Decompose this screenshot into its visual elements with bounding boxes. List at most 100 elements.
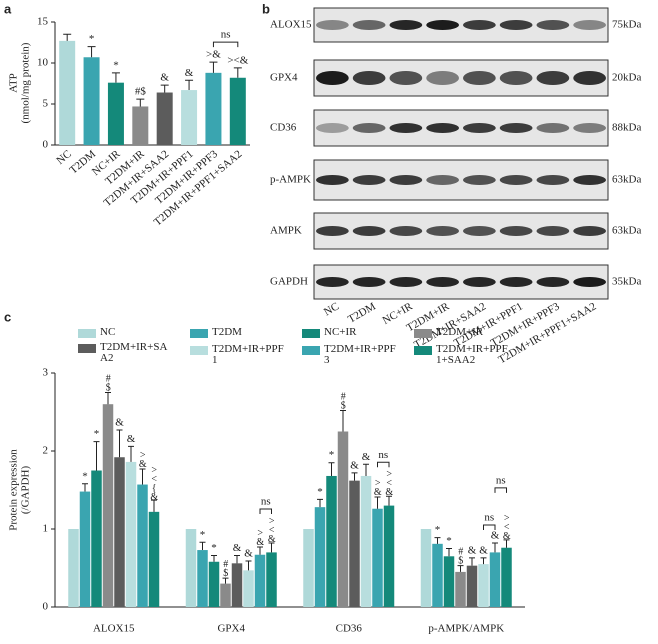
error-bar	[82, 483, 88, 492]
blot-band	[389, 71, 423, 85]
bar	[501, 547, 512, 607]
error-bar	[386, 495, 392, 506]
y-tick-label: 10	[37, 57, 49, 69]
error-bar	[268, 542, 275, 553]
annotation: &	[362, 451, 371, 463]
blot-size-label: 75kDa	[612, 19, 641, 31]
error-bar	[503, 539, 510, 548]
blot-size-label: 35kDa	[612, 276, 641, 288]
blot-band	[536, 175, 570, 185]
bar	[91, 470, 102, 607]
blot-band	[316, 226, 349, 236]
legend-label: T2DM+IR	[436, 326, 484, 338]
annotation: &	[491, 530, 500, 542]
error-bar	[63, 33, 72, 41]
blot-band	[536, 71, 570, 85]
bar	[443, 556, 455, 607]
error-bar	[480, 557, 487, 565]
error-bar	[111, 72, 120, 83]
legend-swatch	[78, 329, 96, 338]
annotation: *	[211, 542, 217, 554]
blot-band	[316, 123, 349, 133]
annotation: *	[113, 59, 119, 71]
legend-item: T2DM+IR+PPF1	[190, 344, 286, 366]
bar	[125, 461, 137, 607]
blot-lane-label: T2DM	[346, 300, 378, 325]
annotation: ><&	[384, 469, 395, 496]
error-bar	[317, 498, 323, 508]
blot-band	[536, 277, 570, 287]
blot-band	[352, 71, 386, 85]
bar	[489, 552, 501, 607]
annotation: #$	[338, 391, 349, 409]
error-bar	[234, 555, 240, 564]
blot-row-label: GAPDH	[270, 276, 308, 288]
error-bar	[222, 577, 229, 584]
y-tick-label: 15	[37, 16, 49, 28]
annotation: ><&	[266, 516, 277, 543]
annotation: ><&	[501, 513, 512, 540]
annotation: >&	[137, 450, 148, 468]
blot-band	[499, 277, 533, 287]
legend-swatch	[414, 346, 432, 355]
error-bar	[457, 565, 464, 572]
error-bar	[211, 555, 217, 562]
legend-item: NC+IR	[302, 327, 398, 338]
legend-swatch	[302, 329, 320, 338]
bar	[107, 82, 124, 145]
x-tick-label: CD36	[336, 623, 363, 635]
bar	[372, 508, 383, 607]
error-bar	[446, 548, 452, 557]
bracket-label: ns	[496, 474, 506, 486]
bar	[337, 431, 349, 607]
bar	[243, 570, 254, 607]
annotation: >&	[372, 478, 383, 496]
legend-label: T2DM	[212, 326, 242, 338]
blot-band	[316, 277, 349, 287]
bracket-label: ns	[484, 512, 494, 524]
error-bar	[151, 499, 157, 512]
error-bar	[492, 542, 498, 553]
bar	[231, 563, 243, 607]
blot-band	[426, 71, 459, 85]
blot-band	[463, 226, 496, 236]
error-bar	[199, 541, 206, 551]
bar	[132, 106, 149, 145]
blot-band	[573, 277, 606, 287]
bar	[181, 90, 198, 145]
y-axis-label: Protein expression	[8, 449, 20, 531]
blot-band	[499, 20, 533, 30]
error-bar	[116, 429, 123, 458]
blot-band	[573, 20, 606, 30]
y-axis-label: (/GAPDH)	[20, 466, 32, 515]
significance-bracket	[259, 508, 272, 515]
annotation: #$	[103, 374, 114, 392]
blot-size-label: 88kDa	[612, 122, 641, 134]
bar	[79, 491, 91, 607]
bar	[114, 457, 125, 607]
annotation: &	[160, 72, 169, 84]
y-tick-label: 2	[43, 445, 49, 457]
error-bar	[185, 79, 194, 91]
blot-band	[352, 175, 386, 185]
bar	[360, 475, 372, 607]
error-bar	[328, 462, 335, 476]
blot-band	[463, 123, 496, 133]
bar	[349, 480, 360, 607]
legend-item: T2DM+IR	[414, 327, 510, 338]
bar	[68, 529, 79, 607]
legend-label: T2DM+IR+PPF1+SAA2	[436, 343, 508, 366]
bracket-label: ns	[378, 449, 388, 461]
blot-row-label: ALOX15	[270, 19, 312, 31]
y-tick-label: 0	[43, 139, 49, 151]
bar	[314, 507, 326, 607]
blot-band	[463, 175, 496, 185]
bar	[254, 554, 266, 607]
legend-item: T2DM+IR+SAA2	[78, 342, 174, 364]
annotation: *	[94, 428, 100, 440]
blot-band	[316, 175, 349, 185]
annotation: #$	[220, 559, 231, 577]
blot-band	[463, 71, 496, 85]
bar	[326, 475, 337, 607]
